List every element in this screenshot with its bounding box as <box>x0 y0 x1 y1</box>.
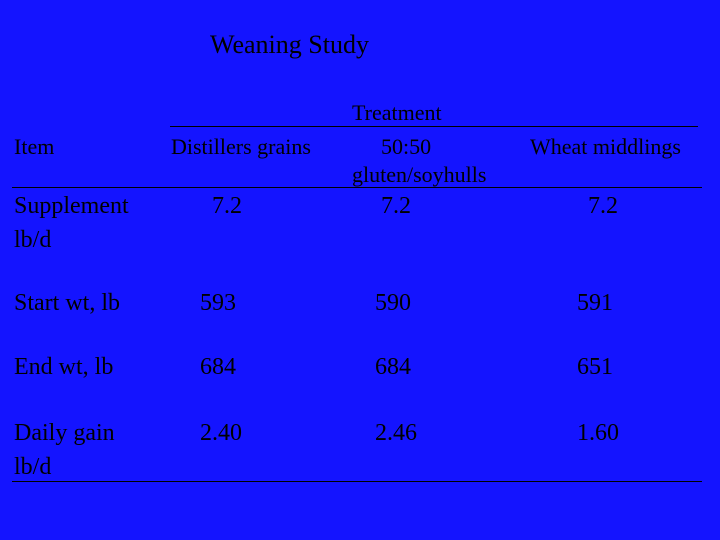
cell-gain-gluten: 2.46 <box>375 420 417 446</box>
slide-title: Weaning Study <box>210 30 369 59</box>
cell-supplement-wheat: 7.2 <box>588 193 618 219</box>
cell-end-distillers: 684 <box>200 354 236 380</box>
row-label-supplement-line1: Supplement <box>14 193 129 219</box>
column-header-gluten-soyhulls-line2: gluten/soyhulls <box>352 162 487 187</box>
row-label-supplement-line2: lb/d <box>14 227 52 253</box>
row-label-daily-gain-line1: Daily gain <box>14 420 115 446</box>
header-bottom-rule <box>12 187 702 188</box>
treatment-group-header: Treatment <box>352 100 442 125</box>
column-header-wheat-middlings: Wheat middlings <box>530 134 681 159</box>
column-header-gluten-soyhulls-line1: 50:50 <box>381 134 432 159</box>
item-column-header: Item <box>14 134 55 159</box>
cell-supplement-gluten: 7.2 <box>381 193 411 219</box>
cell-gain-wheat: 1.60 <box>577 420 619 446</box>
treatment-header-rule <box>170 126 698 127</box>
cell-end-wheat: 651 <box>577 354 613 380</box>
cell-gain-distillers: 2.40 <box>200 420 242 446</box>
row-label-start-wt: Start wt, lb <box>14 290 120 316</box>
cell-start-wheat: 591 <box>577 290 613 316</box>
cell-end-gluten: 684 <box>375 354 411 380</box>
row-label-end-wt: End wt, lb <box>14 354 114 380</box>
table-bottom-rule <box>12 481 702 482</box>
cell-start-gluten: 590 <box>375 290 411 316</box>
column-header-distillers-grains: Distillers grains <box>171 134 311 159</box>
row-label-daily-gain-line2: lb/d <box>14 454 52 480</box>
cell-start-distillers: 593 <box>200 290 236 316</box>
cell-supplement-distillers: 7.2 <box>212 193 242 219</box>
